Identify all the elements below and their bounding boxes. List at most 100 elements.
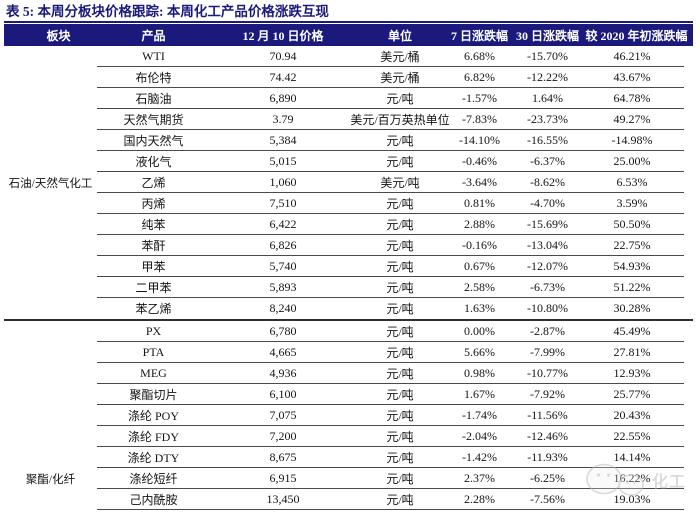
table-row: PX 6,780 元/吨 0.00% -2.87% 45.49% (4, 321, 693, 342)
pct-ytd: 14.14% (613, 449, 651, 464)
header-cell-product: 产品 (141, 28, 166, 43)
product-name: PX (145, 323, 162, 338)
product-name: 纯苯 (141, 217, 166, 232)
pct-30d: -12.07% (527, 258, 568, 273)
price-value: 3.79 (272, 111, 294, 126)
unit-label: 元/吨 (386, 133, 414, 148)
pct-30d: -6.73% (530, 279, 565, 294)
price-value: 5,384 (269, 132, 297, 147)
sector-cell-empty (4, 489, 97, 510)
header-cell-price: 12 月 10 日价格 (242, 28, 324, 43)
unit-label: 美元/吨 (380, 175, 420, 190)
unit-label: 元/吨 (386, 196, 414, 211)
pct-ytd: 16.22% (613, 470, 651, 485)
table-row: 甲苯 5,740 元/吨 0.67% -12.07% 54.93% (4, 256, 693, 277)
pct-7d: 2.28% (464, 491, 495, 506)
sector-cell-empty (4, 235, 97, 256)
pct-30d: -15.70% (527, 48, 568, 63)
pct-ytd: 20.43% (613, 407, 651, 422)
table-header-row: 板块 产品 12 月 10 日价格 单位 7 日涨跌幅 30 日涨跌幅 较 20… (4, 24, 693, 46)
sector-cell-empty (4, 67, 97, 88)
table-row: 聚酯/化纤 涤纶短纤 6,915 元/吨 2.37% -6.25% 16.22% (4, 468, 693, 489)
table-row: 二甲苯 5,893 元/吨 2.58% -6.73% 51.22% (4, 277, 693, 298)
table-row: 己内酰胺 13,450 元/吨 2.28% -7.56% 19.03% (4, 489, 693, 510)
pct-ytd: 27.81% (613, 344, 651, 359)
sector-cell-empty (4, 426, 97, 447)
pct-30d: 1.64% (532, 90, 563, 105)
table-row: 涤纶 POY 7,075 元/吨 -1.74% -11.56% 20.43% (4, 405, 693, 426)
table-row: 丙烯 7,510 元/吨 0.81% -4.70% 3.59% (4, 193, 693, 214)
header-cell-pct-30d: 30 日涨跌幅 (515, 28, 579, 43)
price-value: 6,915 (269, 470, 297, 485)
product-name: PTA (142, 344, 165, 359)
table-row: 聚酯切片 6,100 元/吨 1.67% -7.92% 25.77% (4, 384, 693, 405)
title-rule (4, 21, 693, 23)
table-row: 涤纶 DTY 8,675 元/吨 -1.42% -11.93% 14.14% (4, 447, 693, 468)
unit-label: 美元/桶 (380, 70, 420, 85)
sector-cell-empty (4, 298, 97, 319)
pct-ytd: 25.77% (613, 386, 651, 401)
price-value: 6,100 (269, 386, 297, 401)
pct-7d: 2.37% (464, 470, 495, 485)
header-cell-pct-7d: 7 日涨跌幅 (450, 28, 508, 43)
sector-cell-empty (4, 256, 97, 277)
pct-30d: -4.70% (530, 195, 565, 210)
pct-7d: 6.82% (464, 69, 495, 84)
product-name: 苯酐 (141, 238, 166, 253)
pct-ytd: 45.49% (613, 323, 651, 338)
section-label: 石油/天然气化工 (8, 177, 93, 190)
product-name: 涤纶 DTY (127, 450, 180, 465)
pct-30d: -12.46% (527, 428, 568, 443)
price-value: 1,060 (269, 174, 297, 189)
pct-30d: -10.80% (527, 301, 568, 315)
sector-cell-empty (4, 321, 97, 342)
sector-cell-empty (4, 405, 97, 426)
pct-7d: -0.16% (462, 237, 497, 252)
pct-7d: 6.68% (464, 48, 495, 63)
pct-ytd: 49.27% (613, 111, 651, 126)
unit-label: 元/吨 (386, 217, 414, 232)
price-value: 13,450 (266, 491, 300, 506)
pct-ytd: 12.93% (613, 365, 651, 380)
table-row: 布伦特 74.42 美元/桶 6.82% -12.22% 43.67% (4, 67, 693, 88)
product-name: 布伦特 (135, 70, 172, 85)
table-row: 国内天然气 5,384 元/吨 -14.10% -16.55% -14.98% (4, 130, 693, 151)
table-row: 石油/天然气化工 乙烯 1,060 美元/吨 -3.64% -8.62% 6.53% (4, 172, 693, 193)
product-name: 天然气期货 (123, 112, 184, 127)
pct-30d: -12.22% (527, 69, 568, 84)
product-name: 石脑油 (135, 91, 172, 106)
pct-7d: -7.83% (462, 111, 497, 126)
product-name: 涤纶 FDY (127, 429, 179, 444)
price-value: 8,240 (269, 301, 297, 315)
sector-cell-empty (4, 151, 97, 172)
unit-label: 元/吨 (386, 259, 414, 274)
section-label: 聚酯/化纤 (25, 473, 76, 486)
pct-7d: 0.00% (464, 323, 495, 338)
table-row: WTI 70.94 美元/桶 6.68% -15.70% 46.21% (4, 46, 693, 67)
price-value: 4,665 (269, 344, 297, 359)
unit-label: 元/吨 (386, 366, 414, 381)
pct-30d: -11.93% (527, 449, 568, 464)
pct-30d: -13.04% (527, 237, 568, 252)
pct-ytd: 22.75% (613, 237, 651, 252)
price-value: 6,890 (269, 90, 297, 105)
unit-label: 元/吨 (386, 471, 414, 486)
product-name: 涤纶 POY (127, 408, 179, 423)
sector-cell-empty (4, 130, 97, 151)
pct-ytd: 30.28% (613, 301, 651, 315)
sector-cell-empty (4, 447, 97, 468)
pct-7d: 0.67% (464, 258, 495, 273)
table-row: 苯乙烯 8,240 元/吨 1.63% -10.80% 30.28% (4, 298, 693, 319)
unit-label: 元/吨 (386, 91, 414, 106)
unit-label: 元/吨 (386, 492, 414, 507)
pct-7d: -14.10% (459, 132, 500, 147)
price-value: 5,893 (269, 279, 297, 294)
pct-ytd: 19.03% (613, 491, 651, 506)
product-name: 丙烯 (141, 196, 166, 211)
unit-label: 元/吨 (386, 345, 414, 360)
price-value: 7,510 (269, 195, 297, 210)
pct-7d: 0.81% (464, 195, 495, 210)
pct-7d: -1.57% (462, 90, 497, 105)
pct-30d: -11.56% (527, 407, 568, 422)
sector-cell-empty (4, 88, 97, 109)
